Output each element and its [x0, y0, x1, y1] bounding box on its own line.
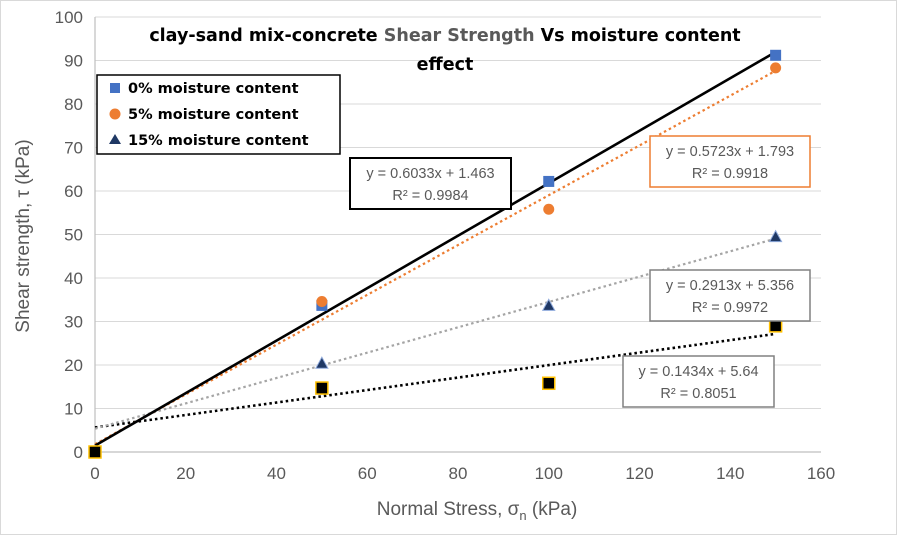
y-tick-label: 20	[64, 356, 83, 375]
legend: 0% moisture content 5% moisture content …	[96, 74, 341, 155]
data-point-series-2	[541, 298, 556, 311]
y-tick-label: 40	[64, 269, 83, 288]
equation-text-series-3: y = 0.1434x + 5.64	[638, 364, 758, 380]
x-tick-label: 140	[716, 464, 744, 483]
legend-item-1: 5% moisture content	[128, 107, 299, 123]
x-tick-label: 20	[176, 464, 195, 483]
chart-title-suffix: Vs moisture content	[535, 26, 741, 46]
legend-marker-square	[110, 83, 120, 93]
trendline-series-3	[94, 332, 776, 429]
x-tick-label: 120	[625, 464, 653, 483]
y-axis-title: Shear strength, τ (kPa)	[13, 139, 34, 332]
data-point-series-1	[316, 295, 328, 307]
r-squared-text-series-0: R² = 0.9984	[392, 188, 468, 204]
equation-text-series-2: y = 0.2913x + 5.356	[666, 278, 794, 294]
y-tick-label: 60	[64, 182, 83, 201]
y-tick-label: 50	[64, 226, 83, 245]
legend-marker-circle	[109, 108, 121, 120]
data-point-series-2	[768, 229, 783, 243]
x-axis-title-main: Normal Stress, σ	[377, 499, 520, 520]
data-point-series-3	[88, 445, 102, 459]
y-tick-label: 80	[64, 95, 83, 114]
equation-box-series-2	[649, 269, 811, 322]
equation-box-series-3	[622, 355, 775, 408]
equation-text-series-0: y = 0.6033x + 1.463	[366, 166, 494, 182]
r-squared-text-series-2: R² = 0.9972	[692, 300, 768, 316]
data-point-series-0	[770, 49, 782, 61]
chart-title-line2: effect	[417, 55, 474, 75]
legend-box	[96, 74, 341, 155]
equation-box-series-1	[649, 135, 811, 188]
chart-title-highlight: Shear Strength	[384, 26, 535, 46]
chart-title-line1: clay-sand mix-concrete Shear Strength Vs…	[149, 26, 740, 46]
data-point-series-3	[542, 376, 556, 391]
axes: 0 10 20 30 40 50 60 70 80 90 100 0 20 40 60 80 100 120 140…	[55, 8, 836, 483]
x-tick-label: 60	[358, 464, 377, 483]
y-tick-label: 90	[64, 52, 83, 71]
x-tick-label: 80	[449, 464, 468, 483]
x-axis-title: Normal Stress, σn (kPa)	[377, 499, 578, 523]
trendline-equations: y = 0.6033x + 1.463 R² = 0.9984 y = 0.5723…	[349, 135, 811, 408]
legend-marker-triangle	[109, 134, 121, 144]
equation-box-series-0	[349, 157, 512, 210]
legend-item-2: 15% moisture content	[128, 133, 309, 149]
x-tick-label: 0	[90, 464, 99, 483]
x-axis-title-unit: (kPa)	[527, 499, 578, 520]
y-tick-label: 100	[55, 8, 83, 27]
y-tick-label: 0	[74, 443, 83, 462]
y-tick-label: 30	[64, 313, 83, 332]
equation-text-series-1: y = 0.5723x + 1.793	[666, 144, 794, 160]
r-squared-text-series-3: R² = 0.8051	[660, 386, 736, 402]
data-point-series-3	[315, 381, 329, 395]
r-squared-text-series-1: R² = 0.9918	[692, 166, 768, 182]
data-point-series-1	[770, 62, 782, 74]
chart-title-prefix: clay-sand mix-concrete	[149, 26, 383, 46]
y-tick-label: 10	[64, 400, 83, 419]
y-tick-label: 70	[64, 139, 83, 158]
x-tick-label: 40	[267, 464, 286, 483]
x-tick-label: 160	[807, 464, 835, 483]
data-point-series-2	[315, 356, 329, 369]
x-axis-title-subscript: n	[519, 508, 526, 523]
x-tick-label: 100	[535, 464, 563, 483]
data-point-series-1	[543, 203, 555, 215]
trendline-series-0	[94, 50, 777, 447]
legend-item-0: 0% moisture content	[128, 81, 299, 97]
data-point-series-0	[543, 175, 555, 187]
data-points	[88, 49, 783, 459]
